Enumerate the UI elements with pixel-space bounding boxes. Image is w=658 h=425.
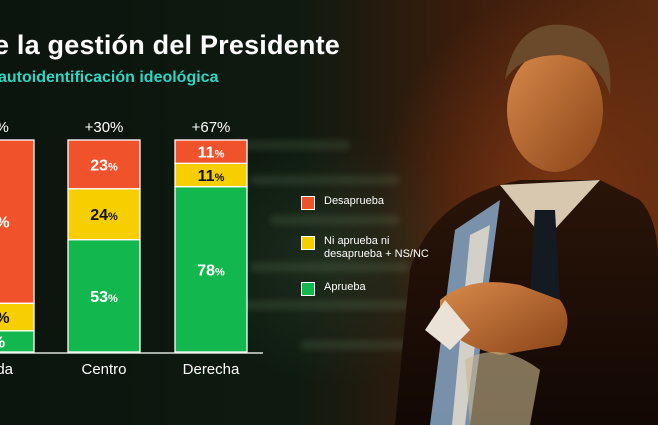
bar-ni-1 (67, 188, 141, 241)
data-label-ni-2: 11% (198, 168, 225, 185)
bar-desaprueba-1 (67, 139, 141, 190)
chart-title: e la gestión del Presidente (0, 30, 341, 60)
legend-swatch-desaprueba (301, 196, 315, 210)
chart-subtitle: autoidentificación ideológica (0, 69, 219, 86)
data-label-aprueba-1: 53% (90, 289, 118, 306)
legend-label-aprueba: Aprueba (324, 281, 366, 293)
data-label-desaprueba-2: 11% (198, 145, 225, 162)
legend-item-neutral: Ni aprueba ni desaprueba + NS/NC (301, 235, 434, 261)
bar-desaprueba-0 (0, 139, 35, 304)
bar-ni-0 (0, 302, 35, 332)
data-label-aprueba-0: % (0, 334, 5, 351)
category-label-1: Centro (81, 361, 126, 378)
bar-aprueba-1 (67, 238, 141, 353)
data-label-desaprueba-0: 7% (0, 215, 10, 232)
data-label-desaprueba-1: 23% (90, 157, 118, 174)
legend-item-aprueba: Aprueba (301, 281, 434, 296)
net-label-0: 3% (0, 119, 9, 136)
bar-aprueba-2 (174, 185, 248, 353)
data-label-ni-0: 0% (0, 310, 10, 327)
legend-swatch-aprueba (301, 282, 315, 296)
net-label-2: +67% (192, 119, 231, 136)
legend-item-desaprueba: Desaprueba (301, 195, 434, 210)
legend-label-neutral: Ni aprueba ni desaprueba + NS/NC (324, 235, 429, 260)
category-label-2: Derecha (183, 361, 240, 378)
bar-aprueba-0 (0, 330, 35, 353)
data-label-ni-1: 24% (90, 207, 118, 224)
category-label-0: erda (0, 361, 14, 378)
legend-label-desaprueba: Desaprueba (324, 195, 384, 207)
bar-desaprueba-2 (174, 139, 248, 164)
data-label-aprueba-2: 78% (197, 262, 225, 279)
legend-swatch-neutral (301, 236, 315, 250)
net-label-1: +30% (85, 119, 124, 136)
